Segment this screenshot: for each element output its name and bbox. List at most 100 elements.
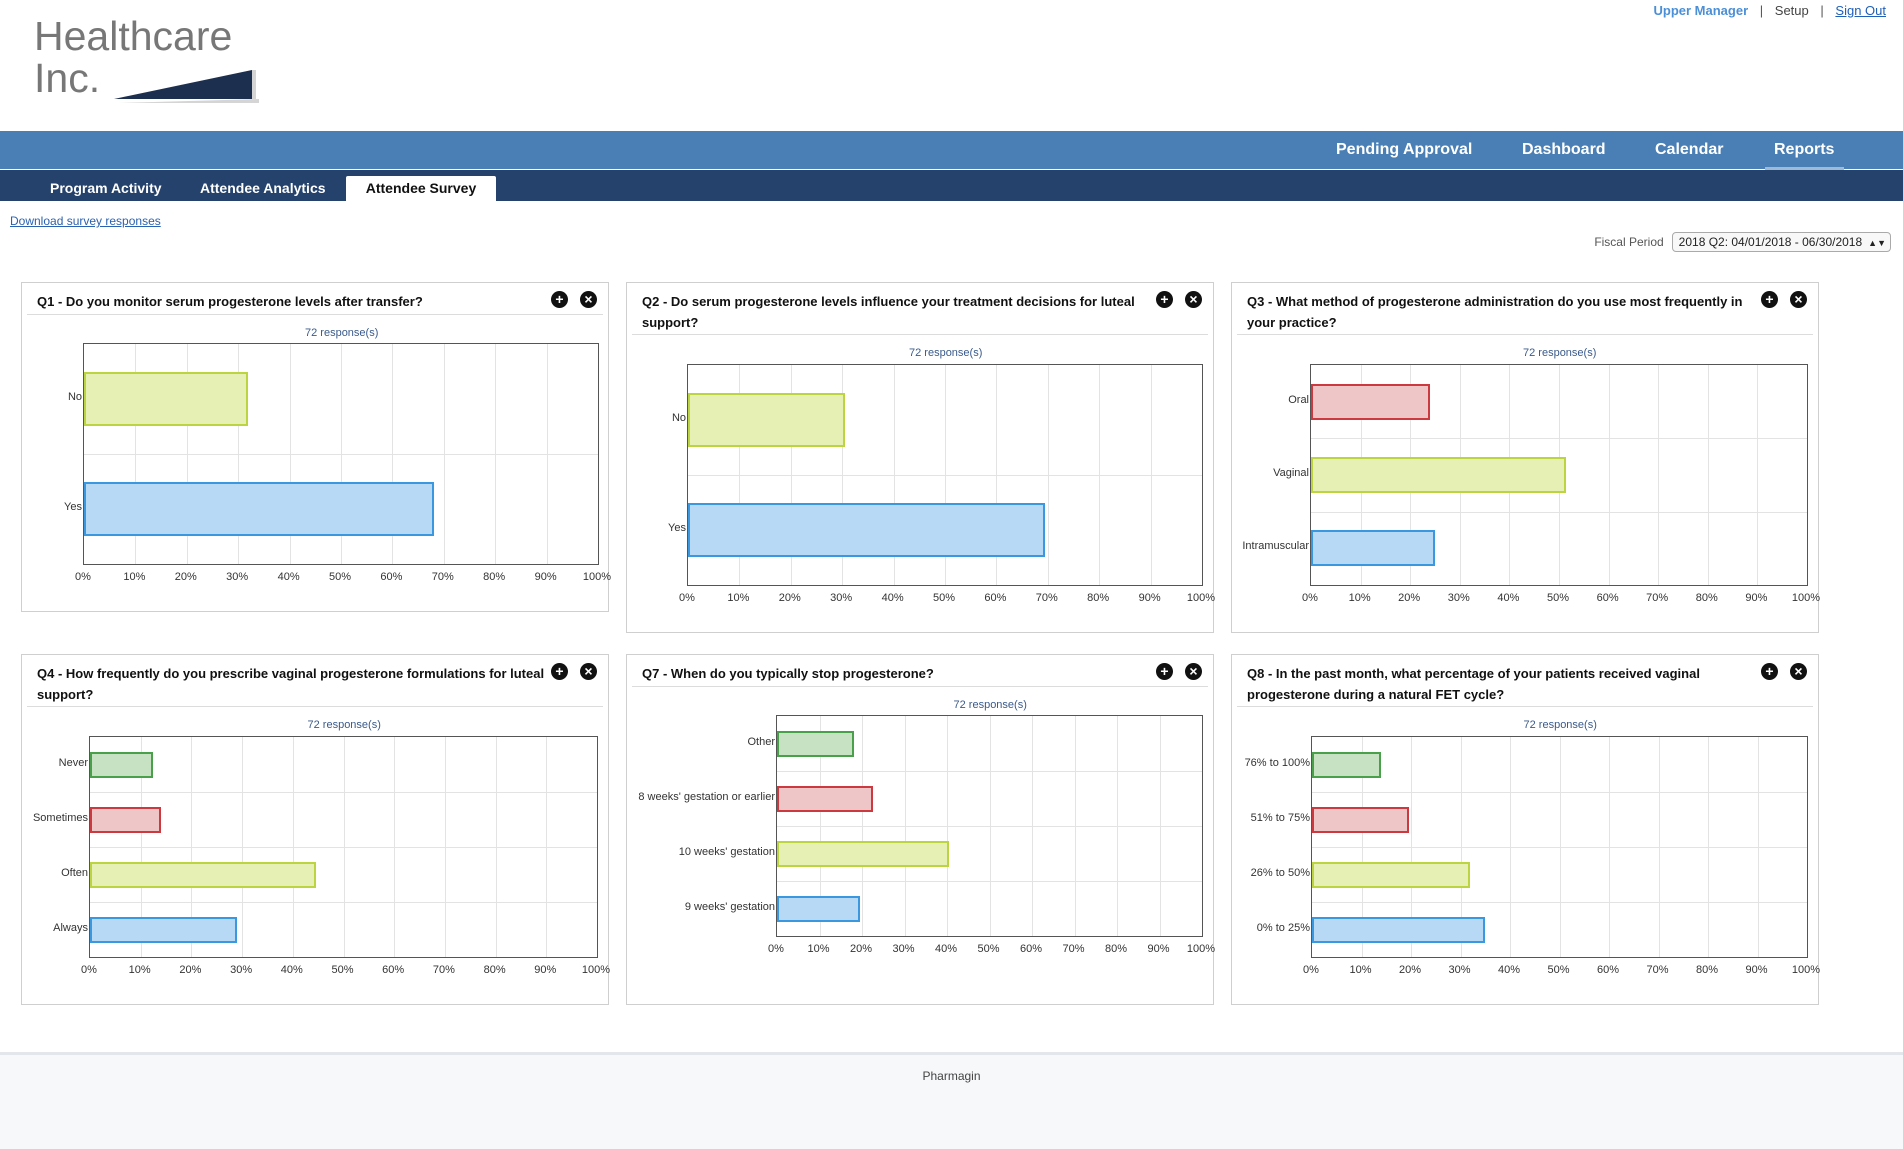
chart-bar-51-to-75[interactable] xyxy=(1312,806,1409,833)
plus-circle-icon[interactable]: + xyxy=(551,291,568,308)
user-link[interactable]: Upper Manager xyxy=(1653,3,1749,18)
y-axis-label: No xyxy=(671,412,686,424)
x-axis-tick: 100% xyxy=(581,964,611,976)
y-axis-label: Often xyxy=(61,866,88,879)
nav-reports[interactable]: Reports xyxy=(1774,141,1835,158)
chart-bar-10-weeks-gestation[interactable] xyxy=(777,840,950,867)
chart-bar-never[interactable] xyxy=(90,751,154,778)
survey-panel-q7: Q7 - When do you typically stop progeste… xyxy=(626,654,1215,1005)
nav-dashboard[interactable]: Dashboard xyxy=(1522,141,1606,158)
chart-bar-no[interactable] xyxy=(84,372,249,426)
panel-actions: + × xyxy=(1761,291,1807,308)
panel-title: Q7 - When do you typically stop progeste… xyxy=(642,666,934,681)
utility-links: Upper Manager | Setup | Sign Out xyxy=(1654,3,1887,18)
tab-attendee-survey[interactable]: Attendee Survey xyxy=(346,176,496,201)
chart-bar-vaginal[interactable] xyxy=(1311,457,1567,493)
x-axis-tick: 80% xyxy=(1695,964,1719,976)
chart-bar-76-to-100[interactable] xyxy=(1312,751,1382,778)
logo-text-line1: Healthcare xyxy=(34,13,233,59)
plus-circle-icon[interactable]: + xyxy=(1761,663,1778,680)
x-axis-tick: 10% xyxy=(128,964,151,976)
x-axis-tick: 70% xyxy=(1646,964,1669,976)
gridline xyxy=(84,454,598,455)
x-axis-tick: 30% xyxy=(830,592,853,604)
x-axis-tick: 20% xyxy=(778,592,801,604)
plus-circle-icon[interactable]: + xyxy=(551,663,568,680)
x-axis-tick: 90% xyxy=(1147,943,1170,955)
plus-circle-icon[interactable]: + xyxy=(1761,291,1778,308)
x-axis-tick: 50% xyxy=(977,943,1000,955)
gridline xyxy=(1311,511,1807,513)
x-axis-tick: 70% xyxy=(1035,592,1058,604)
tab-attendee-analytics[interactable]: Attendee Analytics xyxy=(200,180,326,196)
chart-bar-sometimes[interactable] xyxy=(90,806,161,833)
chart-bar-oral[interactable] xyxy=(1311,383,1431,420)
separator: | xyxy=(1759,3,1764,18)
chart-plot-area xyxy=(687,364,1203,586)
x-axis-tick: 0% xyxy=(679,592,695,604)
x-axis-tick: 100% xyxy=(1186,592,1216,604)
chart-bar-intramuscular[interactable] xyxy=(1311,530,1435,567)
chart-bar-often[interactable] xyxy=(90,861,316,888)
chart-bar-yes[interactable] xyxy=(84,482,434,536)
response-count: 72 response(s) xyxy=(305,327,379,339)
fiscal-period-label: Fiscal Period xyxy=(1594,235,1664,249)
close-circle-icon[interactable]: × xyxy=(580,663,597,680)
close-circle-icon[interactable]: × xyxy=(1790,663,1807,680)
x-axis-tick: 60% xyxy=(380,571,403,583)
x-axis-tick: 100% xyxy=(1791,964,1821,976)
chart-plot-area xyxy=(1311,736,1808,958)
tab-program-activity[interactable]: Program Activity xyxy=(50,180,162,196)
gridline xyxy=(1757,365,1759,585)
panel-actions: + × xyxy=(1156,663,1202,680)
x-axis-tick: 10% xyxy=(123,571,146,583)
plus-circle-icon[interactable]: + xyxy=(1156,291,1173,308)
response-count: 72 response(s) xyxy=(1523,719,1597,731)
chart-bar-no[interactable] xyxy=(688,393,845,447)
panel-title: Q1 - Do you monitor serum progesterone l… xyxy=(37,294,423,309)
x-axis-tick: 70% xyxy=(1646,592,1669,604)
chart-bar-yes[interactable] xyxy=(688,503,1046,557)
y-axis-label: 9 weeks' gestation xyxy=(684,900,775,913)
close-circle-icon[interactable]: × xyxy=(580,291,597,308)
gridline xyxy=(777,881,1202,882)
y-axis-label: Yes xyxy=(668,522,686,534)
setup-link[interactable]: Setup xyxy=(1774,3,1809,18)
y-axis-label: Vaginal xyxy=(1273,467,1309,479)
company-logo: Healthcare Inc. xyxy=(34,13,259,106)
x-axis-tick: 10% xyxy=(1349,964,1372,976)
nav-calendar[interactable]: Calendar xyxy=(1655,141,1724,158)
x-axis-tick: 20% xyxy=(1398,964,1422,976)
x-axis-tick: 60% xyxy=(1596,964,1620,976)
y-axis-label: 51% to 75% xyxy=(1250,811,1310,824)
chart-bar-9-weeks-gestation[interactable] xyxy=(777,895,860,922)
x-axis-tick: 40% xyxy=(881,592,904,604)
chart-bar-26-to-50[interactable] xyxy=(1312,861,1471,888)
x-axis-tick: 30% xyxy=(892,943,915,955)
gridline xyxy=(1707,365,1709,585)
y-axis-label: 76% to 100% xyxy=(1244,756,1310,769)
x-axis-tick: 80% xyxy=(483,571,506,583)
y-axis-label: 0% to 25% xyxy=(1256,921,1310,934)
logo-text-line2: Inc. xyxy=(34,55,101,101)
x-axis-tick: 50% xyxy=(1547,964,1570,976)
select-arrows-icon: ▲▼ xyxy=(1868,238,1886,248)
nav-pending-approval[interactable]: Pending Approval xyxy=(1336,141,1473,158)
close-circle-icon[interactable]: × xyxy=(1185,663,1202,680)
sign-out-link[interactable]: Sign Out xyxy=(1835,3,1886,18)
plus-circle-icon[interactable]: + xyxy=(1156,663,1173,680)
x-axis-tick: 100% xyxy=(582,571,612,583)
chart-bar-always[interactable] xyxy=(90,916,238,943)
chart-bar-other[interactable] xyxy=(777,730,854,757)
close-circle-icon[interactable]: × xyxy=(1790,291,1807,308)
close-circle-icon[interactable]: × xyxy=(1185,291,1202,308)
gridline xyxy=(1312,847,1807,848)
chart-bar-8-weeks-gestation-or-earlier[interactable] xyxy=(777,785,873,812)
x-axis-tick: 90% xyxy=(534,571,557,583)
fiscal-period-select[interactable]: 2018 Q2: 04/01/2018 - 06/30/2018 ▲▼ xyxy=(1671,232,1891,252)
response-count: 72 response(s) xyxy=(1523,347,1597,359)
panel-title: Q4 - How frequently do you prescribe vag… xyxy=(37,666,545,702)
download-survey-link[interactable]: Download survey responses xyxy=(10,214,161,228)
chart-bar-0-to-25[interactable] xyxy=(1312,916,1486,943)
y-axis-label: Always xyxy=(53,921,88,934)
